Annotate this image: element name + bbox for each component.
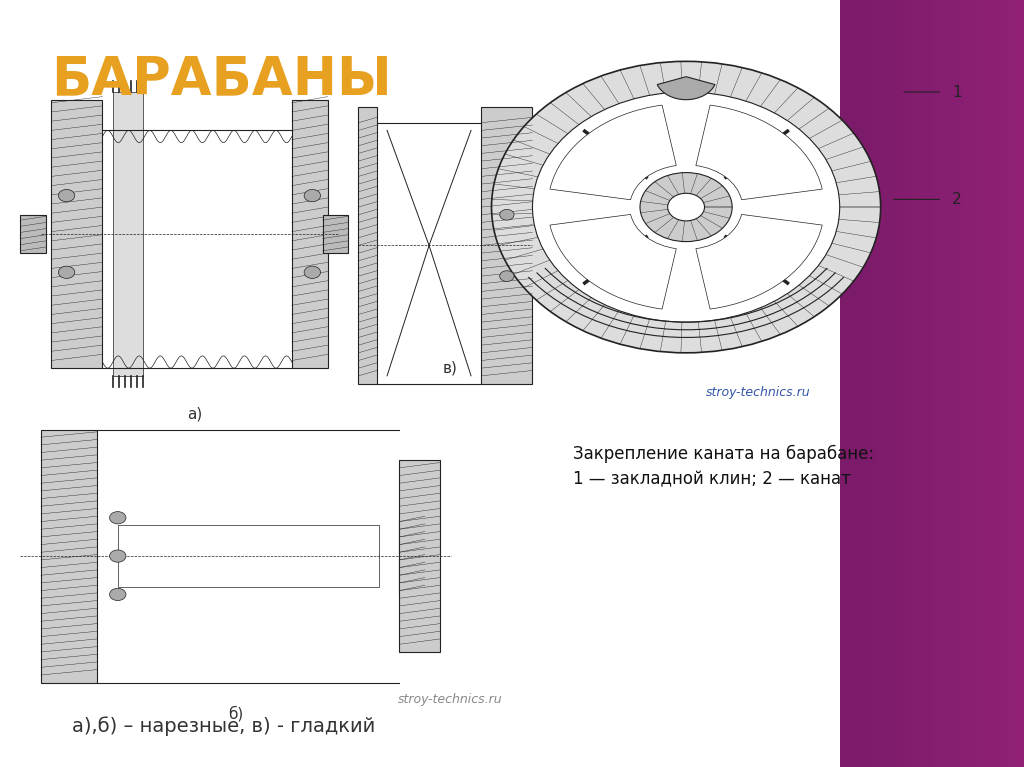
Wedge shape — [550, 105, 676, 199]
Circle shape — [492, 61, 881, 353]
Circle shape — [640, 173, 732, 242]
Bar — [981, 0, 987, 767]
Bar — [889, 0, 895, 767]
Bar — [883, 0, 889, 767]
Bar — [913, 0, 920, 767]
Bar — [358, 107, 377, 384]
Text: stroy-technics.ru: stroy-technics.ru — [706, 386, 810, 399]
Circle shape — [304, 266, 321, 278]
Circle shape — [110, 550, 126, 562]
Bar — [907, 0, 913, 767]
Text: в): в) — [443, 360, 458, 376]
Circle shape — [110, 588, 126, 601]
Bar — [51, 100, 102, 368]
Bar — [999, 0, 1006, 767]
Circle shape — [110, 512, 126, 524]
Bar — [846, 0, 852, 767]
Bar — [852, 0, 858, 767]
Bar — [1012, 0, 1018, 767]
Wedge shape — [696, 105, 822, 199]
Circle shape — [500, 271, 514, 281]
Bar — [938, 0, 944, 767]
Bar — [1018, 0, 1024, 767]
Bar — [20, 215, 46, 253]
Text: 1: 1 — [952, 84, 962, 100]
Bar — [292, 100, 328, 368]
Circle shape — [668, 193, 705, 221]
Bar — [858, 0, 864, 767]
Circle shape — [500, 209, 514, 220]
Bar — [1006, 0, 1012, 767]
Bar — [950, 0, 956, 767]
Bar — [399, 518, 425, 594]
Bar — [926, 0, 932, 767]
Bar — [864, 0, 870, 767]
Circle shape — [532, 92, 840, 322]
Text: Закрепление каната на барабане:
1 — закладной клин; 2 — канат: Закрепление каната на барабане: 1 — закл… — [573, 445, 874, 488]
Bar — [840, 0, 1024, 767]
Bar — [41, 430, 97, 683]
Bar — [963, 0, 969, 767]
Bar — [932, 0, 938, 767]
Wedge shape — [696, 215, 822, 309]
Bar — [113, 92, 143, 376]
Bar — [840, 0, 846, 767]
Text: stroy-technics.ru: stroy-technics.ru — [398, 693, 503, 706]
Circle shape — [304, 189, 321, 202]
Bar — [870, 0, 877, 767]
Wedge shape — [550, 215, 676, 309]
Text: БАРАБАНЫ: БАРАБАНЫ — [51, 54, 392, 106]
Bar — [118, 525, 379, 587]
Bar — [399, 460, 440, 652]
Text: 2: 2 — [952, 192, 962, 207]
Bar — [481, 107, 532, 384]
Bar — [969, 0, 975, 767]
Bar — [323, 215, 348, 253]
Bar — [993, 0, 999, 767]
Bar — [987, 0, 993, 767]
Text: а),б) – нарезные, в) - гладкий: а),б) – нарезные, в) - гладкий — [72, 716, 375, 736]
Bar — [944, 0, 950, 767]
Bar — [975, 0, 981, 767]
Circle shape — [58, 189, 75, 202]
Bar — [956, 0, 963, 767]
Circle shape — [58, 266, 75, 278]
Wedge shape — [657, 77, 715, 100]
Bar — [901, 0, 907, 767]
Bar — [877, 0, 883, 767]
Bar — [920, 0, 926, 767]
Text: б): б) — [228, 706, 243, 721]
Text: а): а) — [187, 407, 202, 422]
Bar — [895, 0, 901, 767]
